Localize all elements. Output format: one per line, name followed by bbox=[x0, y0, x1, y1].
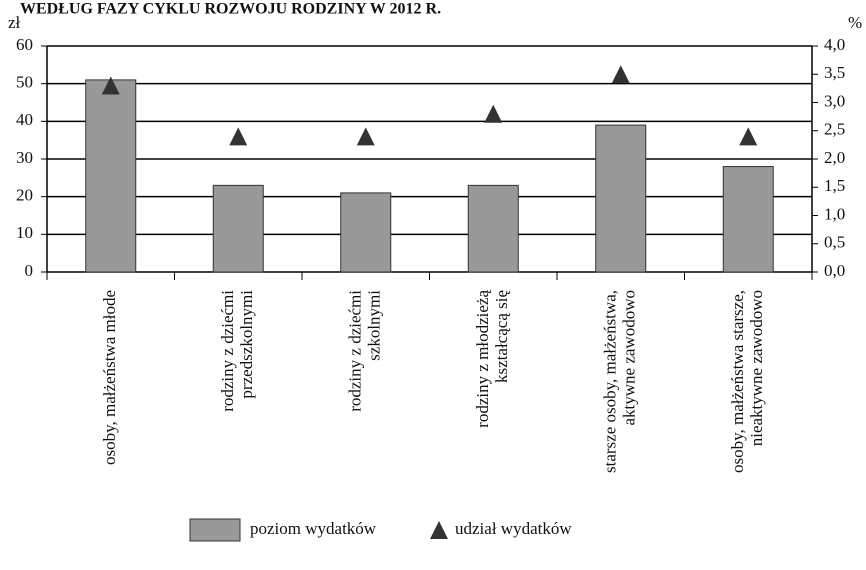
legend-label: udział wydatków bbox=[455, 519, 572, 538]
y-tick-label: 60 bbox=[16, 35, 33, 54]
bar bbox=[85, 79, 137, 273]
marker bbox=[101, 76, 120, 95]
y2-tick-label: 2,0 bbox=[824, 148, 845, 167]
y2-tick-label: 4,0 bbox=[824, 35, 845, 54]
x-tick-label: starsze osoby, małżeństwa,aktywne zawodo… bbox=[600, 290, 638, 473]
x-tick-label: osoby, małżeństwa młode bbox=[100, 290, 119, 465]
chart-title: WEDŁUG FAZY CYKLU ROZWOJU RODZINY W 2012… bbox=[20, 1, 441, 18]
bar bbox=[595, 124, 647, 273]
marker bbox=[229, 127, 248, 146]
x-tick-label: rodziny z dziećmiszkolnymi bbox=[345, 290, 383, 412]
y2-tick-label: 0,0 bbox=[824, 261, 845, 280]
x-tick-label: rodziny z młodzieżąkształcącą się bbox=[473, 290, 511, 428]
y-tick-label: 10 bbox=[16, 223, 33, 242]
marker bbox=[484, 104, 503, 123]
y-axis-label: zł bbox=[8, 13, 21, 32]
bar bbox=[212, 184, 264, 273]
y2-tick-label: 1,5 bbox=[824, 176, 845, 195]
y-tick-label: 30 bbox=[16, 148, 33, 167]
legend-swatch bbox=[189, 518, 241, 542]
y2-axis-label: % bbox=[848, 13, 862, 32]
y2-tick-label: 1,0 bbox=[824, 204, 845, 223]
y2-tick-label: 3,5 bbox=[824, 63, 845, 82]
y-tick-label: 20 bbox=[16, 186, 33, 205]
x-tick-label: rodziny z dziećmiprzedszkolnymi bbox=[218, 290, 256, 412]
marker bbox=[739, 127, 758, 146]
y-tick-label: 50 bbox=[16, 73, 33, 92]
y2-tick-label: 3,0 bbox=[824, 91, 845, 110]
y2-tick-label: 2,5 bbox=[824, 120, 845, 139]
marker bbox=[611, 65, 630, 84]
y-tick-label: 40 bbox=[16, 110, 33, 129]
y2-tick-label: 0,5 bbox=[824, 233, 845, 252]
bar bbox=[722, 166, 774, 273]
legend-label: poziom wydatków bbox=[250, 519, 377, 538]
x-tick-label: osoby, małżeństwa starsze,nieaktywne zaw… bbox=[728, 290, 766, 473]
bar bbox=[467, 184, 519, 273]
legend-marker bbox=[430, 521, 448, 539]
y-tick-label: 0 bbox=[25, 261, 34, 280]
marker bbox=[356, 127, 375, 146]
bar bbox=[340, 192, 392, 273]
